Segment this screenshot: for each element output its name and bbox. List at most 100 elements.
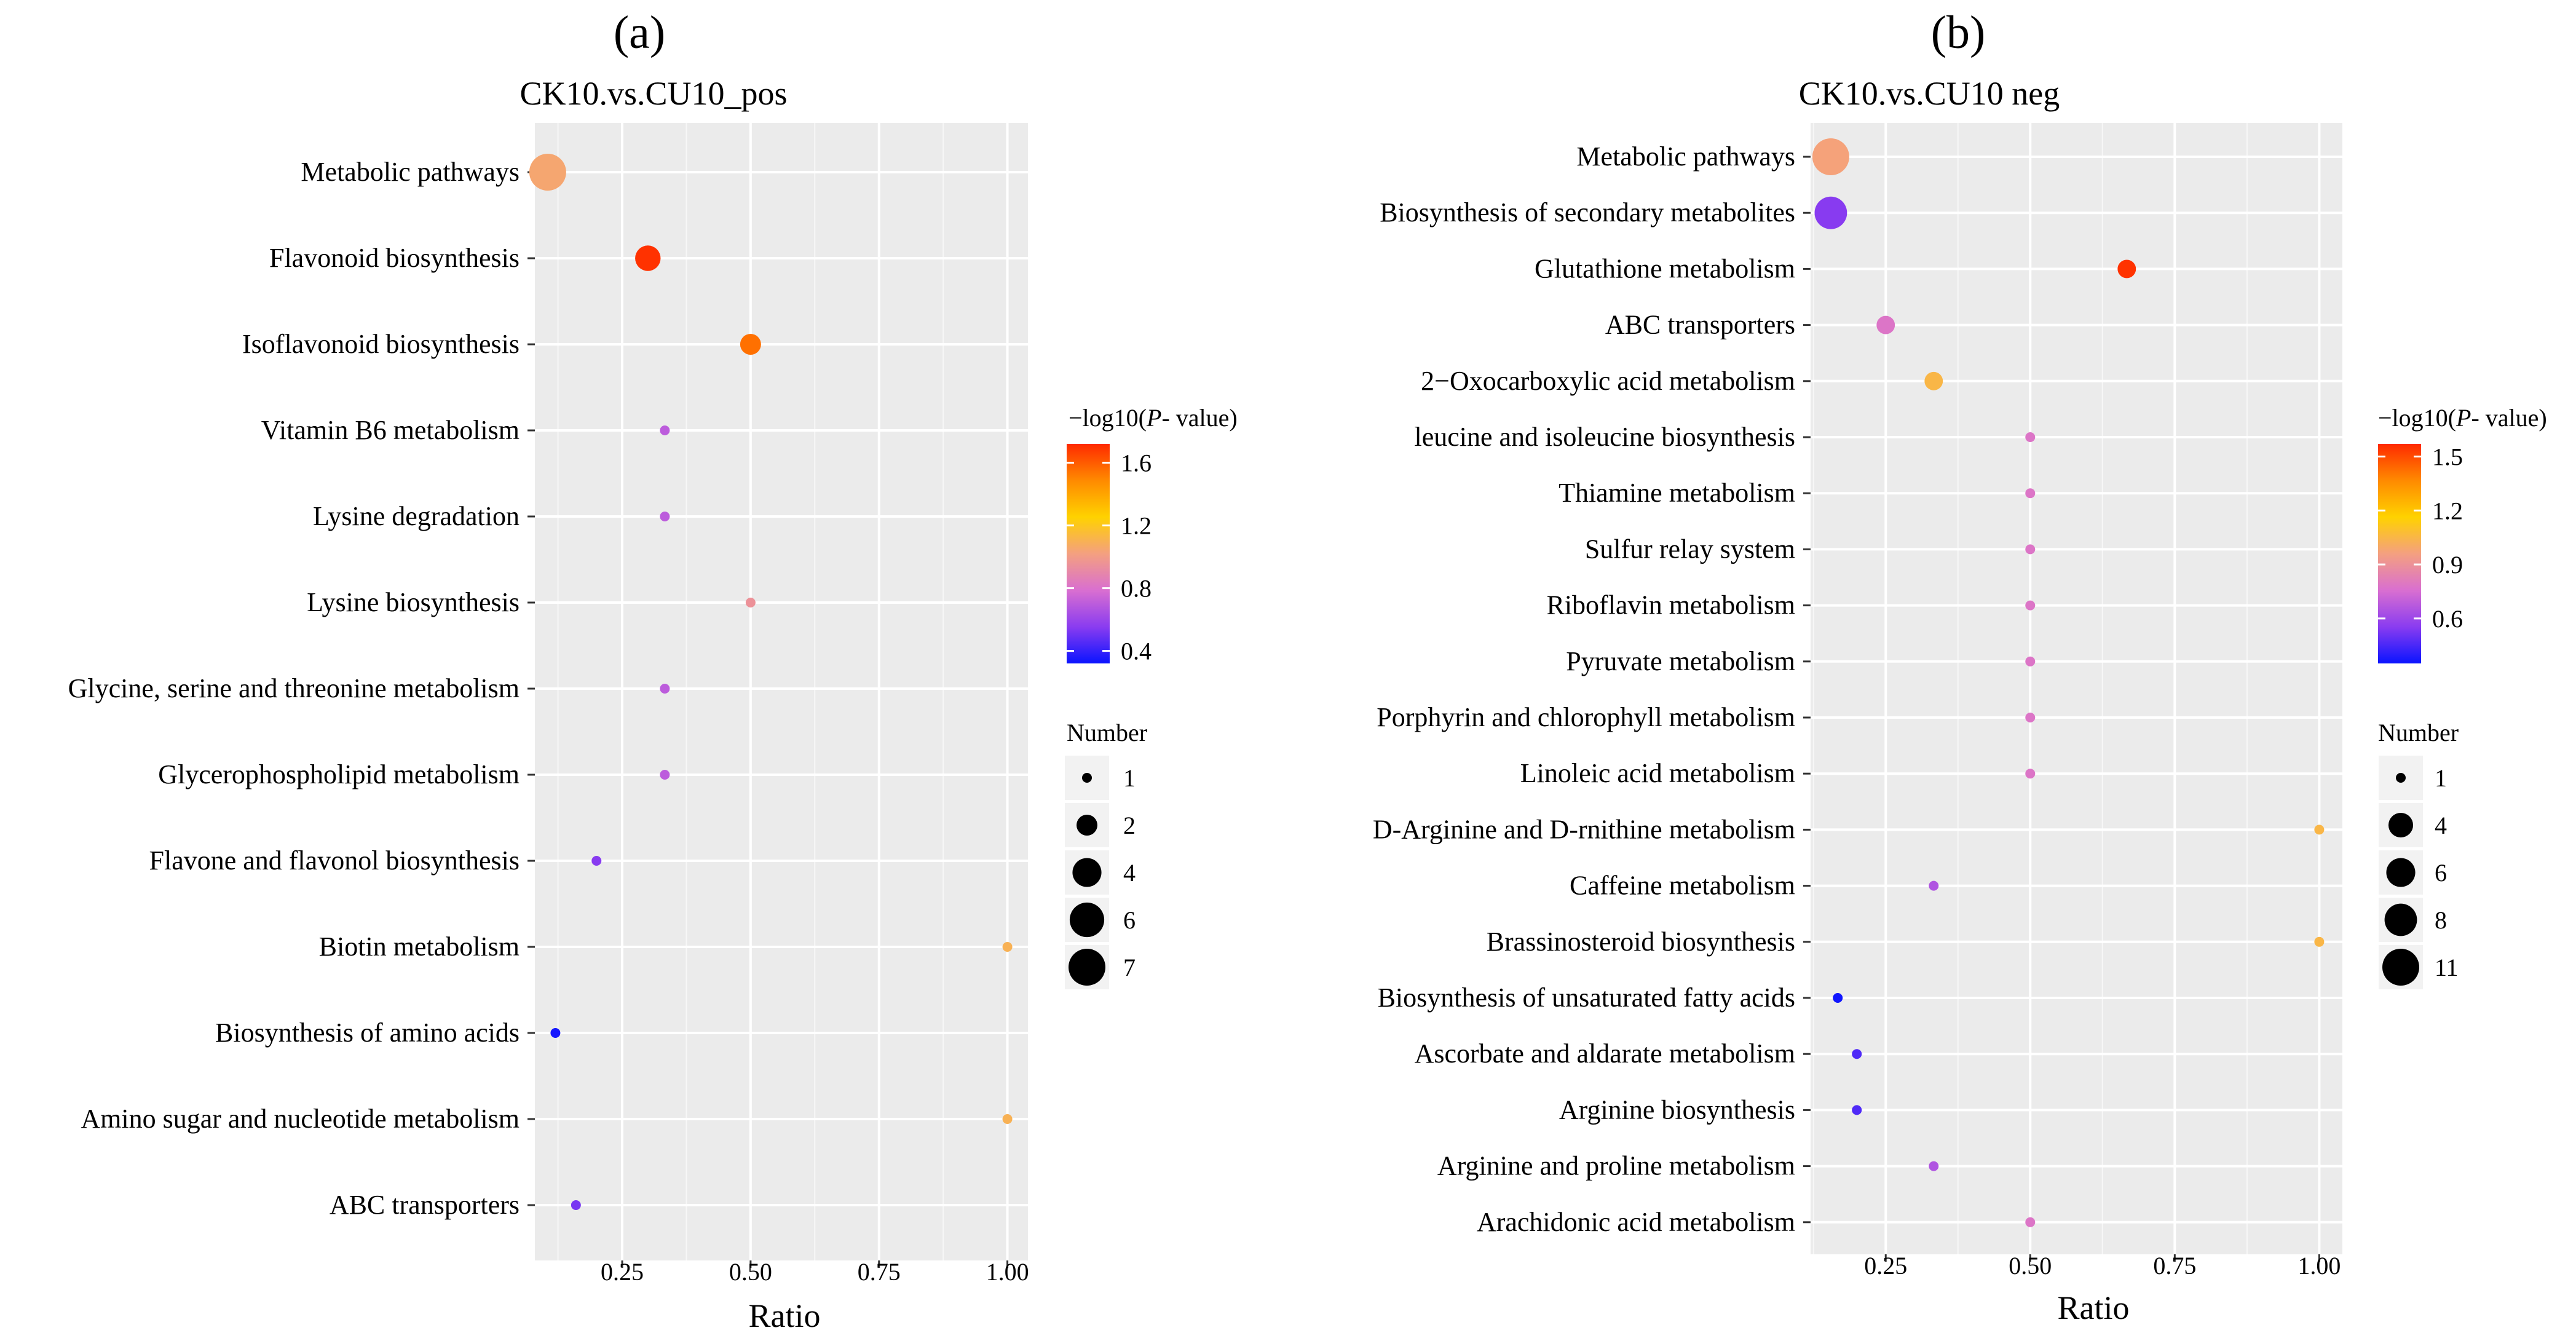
data-point (2025, 1217, 2036, 1227)
y-tick-label: Linoleic acid metabolism (1520, 758, 1795, 788)
y-tick-label: Flavone and flavonol biosynthesis (149, 845, 520, 876)
y-tick-label: Caffeine metabolism (1570, 871, 1795, 901)
y-axis-labels: Metabolic pathways Flavonoid biosynthesis… (68, 157, 535, 1220)
y-tick-label: D-Arginine and D-rnithine metabolism (1373, 814, 1795, 844)
y-tick-label: Isoflavonoid biosynthesis (242, 329, 520, 359)
data-point (550, 1028, 561, 1038)
x-axis-title: Ratio (2058, 1289, 2130, 1326)
size-legend: Number 1 4 6 8 11 (2378, 719, 2459, 989)
x-tick-label: 0.50 (729, 1258, 772, 1286)
x-tick-label: 0.50 (2009, 1252, 2052, 1280)
y-tick-label: Flavonoid biosynthesis (269, 243, 520, 273)
y-tick-label: ABC transporters (1605, 310, 1795, 340)
color-bar-ticks: 0.6 0.9 1.2 1.5 (2378, 443, 2463, 633)
chart-title: CK10.vs.CU10 neg (1799, 75, 2060, 112)
data-point (1833, 993, 1843, 1003)
size-legend-keys: 1 2 4 6 7 (1065, 756, 1136, 989)
size-legend-title: Number (1067, 719, 1147, 746)
size-key-label: 11 (2435, 954, 2459, 981)
y-tick-label: Glutathione metabolism (1535, 253, 1795, 283)
y-tick-label: Ascorbate and aldarate metabolism (1415, 1038, 1795, 1069)
y-tick-label: leucine and isoleucine biosynthesis (1414, 422, 1795, 452)
y-tick-label: Brassinosteroid biosynthesis (1487, 927, 1795, 957)
data-point (635, 245, 661, 271)
y-tick-label: Glycerophospholipid metabolism (158, 759, 520, 789)
data-point (2314, 936, 2325, 947)
data-point (660, 512, 670, 521)
size-key-dot (2388, 812, 2414, 838)
data-point (660, 425, 670, 435)
grid (535, 123, 1028, 1260)
data-point (660, 770, 670, 780)
size-key-dot (2386, 858, 2416, 887)
color-bar (2378, 444, 2421, 663)
size-key-label: 6 (2435, 859, 2447, 887)
data-point (660, 684, 670, 694)
y-tick-label: Sulfur relay system (1585, 534, 1795, 564)
data-point (745, 598, 756, 607)
size-key-dot (1069, 902, 1105, 938)
size-key-dot (1072, 858, 1102, 887)
data-point (1852, 1105, 1862, 1115)
color-legend: −log10(P- value) 0.6 0.9 1.2 1.5 (2378, 404, 2547, 663)
color-bar-tick-label: 1.2 (1121, 512, 1152, 540)
data-point (1814, 196, 1847, 229)
panel-label: (a) (614, 7, 665, 58)
y-tick-label: Arginine biosynthesis (1559, 1094, 1795, 1125)
data-point (1002, 942, 1013, 952)
y-tick-label: Biosynthesis of amino acids (215, 1018, 520, 1048)
data-point (1929, 1161, 1939, 1171)
size-key-dot (1077, 815, 1097, 836)
color-bar-tick-label: 0.8 (1121, 575, 1152, 603)
data-point (591, 856, 602, 866)
color-bar (1067, 444, 1110, 663)
y-tick-label: Pyruvate metabolism (1566, 646, 1795, 676)
size-key-dot (1082, 773, 1092, 783)
chart-title: CK10.vs.CU10_pos (520, 75, 787, 112)
data-point (1876, 315, 1895, 334)
y-tick-label: Metabolic pathways (301, 157, 520, 187)
data-point (1812, 138, 1849, 175)
y-tick-label: Thiamine metabolism (1559, 478, 1795, 508)
color-bar-tick-label: 1.6 (1121, 449, 1152, 477)
color-bar-tick-label: 0.4 (1121, 638, 1152, 665)
size-key-label: 4 (1123, 859, 1136, 887)
y-tick-label: Vitamin B6 metabolism (261, 415, 520, 445)
y-tick-label: Biosynthesis of unsaturated fatty acids (1378, 983, 1795, 1013)
data-point (2025, 713, 2036, 722)
data-point (2025, 769, 2036, 779)
y-tick-label: Lysine biosynthesis (307, 587, 520, 617)
color-legend-title: −log10(P- value) (2378, 404, 2547, 432)
size-key-label: 8 (2435, 906, 2447, 934)
y-tick-label: Metabolic pathways (1576, 141, 1795, 172)
y-tick-label: Arachidonic acid metabolism (1477, 1207, 1795, 1237)
y-tick-label: Porphyrin and chlorophyll metabolism (1377, 702, 1795, 732)
x-tick-label: 1.00 (986, 1258, 1029, 1286)
data-point (571, 1200, 581, 1210)
y-tick-label: 2−Oxocarboxylic acid metabolism (1421, 366, 1795, 396)
x-tick-label: 1.00 (2297, 1252, 2341, 1280)
y-tick-label: Glycine, serine and threonine metabolism (68, 673, 520, 703)
y-tick-label: Arginine and proline metabolism (1437, 1151, 1795, 1181)
data-point (2025, 544, 2036, 555)
size-key-label: 2 (1123, 812, 1136, 839)
data-point (1852, 1049, 1862, 1059)
data-point (1929, 880, 1939, 891)
x-tick-label: 0.25 (601, 1258, 644, 1286)
panel-label: (b) (1931, 7, 1986, 58)
color-legend: −log10(P- value) 0.4 0.8 1.2 1.6 (1067, 404, 1238, 665)
size-key-dot (2384, 903, 2417, 936)
size-key-label: 6 (1123, 906, 1136, 934)
data-point (1924, 371, 1943, 390)
color-bar-tick-label: 0.6 (2432, 605, 2463, 633)
y-tick-label: Lysine degradation (313, 501, 520, 531)
x-tick-label: 0.75 (2153, 1252, 2196, 1280)
y-tick-label: Amino sugar and nucleotide metabolism (81, 1104, 520, 1134)
y-tick-label: Biosynthesis of secondary metabolites (1380, 197, 1795, 227)
plot-area (535, 123, 1028, 1260)
data-points (529, 154, 1013, 1210)
data-point (2117, 259, 2136, 279)
size-legend-keys: 1 4 6 8 11 (2379, 756, 2459, 989)
panel-a: (a) CK10.vs.CU10_pos Metabolic pathways F… (68, 7, 1238, 1334)
x-axis-ticks: 0.25 0.50 0.75 1.00 (1864, 1252, 2341, 1280)
